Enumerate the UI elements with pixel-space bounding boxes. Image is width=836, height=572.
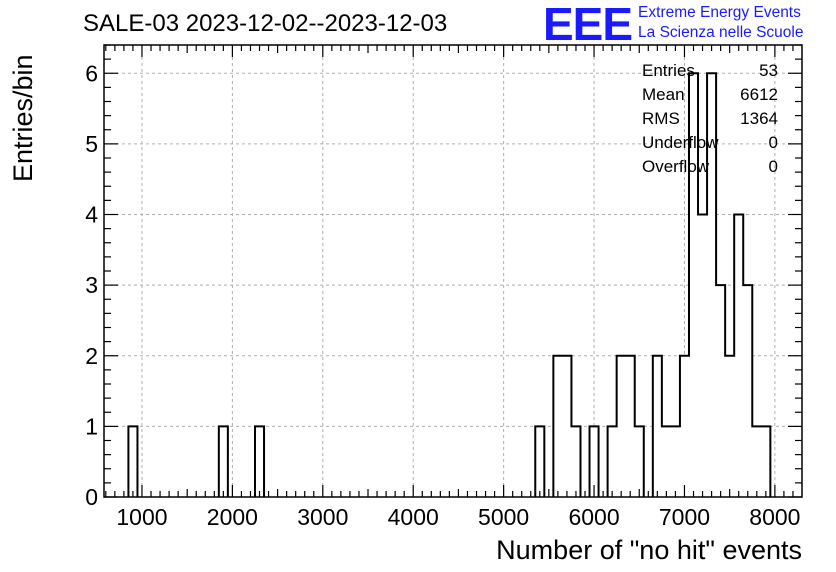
y-tick-label: 5 — [85, 131, 98, 157]
logo-line-2: La Scienza nelle Scuole — [638, 24, 804, 41]
chart-title: SALE-03 2023-12-02--2023-12-03 — [83, 10, 448, 37]
histogram-bar — [761, 426, 771, 497]
histogram-bar — [743, 285, 753, 497]
histogram-bar — [634, 426, 644, 497]
axis-ticks — [104, 44, 802, 498]
histogram-outline — [127, 72, 772, 497]
histogram-bars — [127, 72, 772, 497]
histogram-bar — [707, 73, 717, 497]
logo-line-1: Extreme Energy Events — [638, 4, 801, 21]
y-tick-label: 2 — [85, 343, 98, 369]
y-tick-label: 4 — [85, 202, 98, 228]
stats-label: Mean — [642, 85, 685, 104]
stats-label: Underflow — [642, 133, 719, 152]
stats-value: 6612 — [740, 85, 778, 104]
y-tick-label: 1 — [85, 413, 98, 439]
stats-label: Entries — [642, 61, 695, 80]
eee-logo: EEE Extreme Energy Events La Scienza nel… — [543, 0, 804, 50]
stats-label: Overflow — [642, 157, 710, 176]
x-tick-label: 4000 — [388, 504, 439, 530]
y-tick-label: 0 — [85, 484, 98, 510]
histogram-bar — [752, 426, 762, 497]
x-tick-label: 3000 — [297, 504, 348, 530]
histogram-bar — [670, 426, 680, 497]
histogram-bar — [688, 73, 699, 497]
histogram-bar — [625, 355, 635, 497]
stats-value: 53 — [759, 61, 778, 80]
x-tick-label: 1000 — [116, 504, 167, 530]
histogram-bar — [589, 426, 599, 497]
stats-row-underflow: Underflow 0 — [642, 131, 778, 155]
histogram-bar — [679, 355, 689, 497]
histogram-bar — [661, 426, 671, 497]
stats-row-entries: Entries 53 — [642, 59, 778, 83]
histogram-bar — [562, 355, 572, 497]
stats-value: 1364 — [740, 109, 778, 128]
y-axis-label: Entries/bin — [8, 54, 38, 182]
histogram-bar — [218, 426, 228, 497]
grid-lines — [104, 45, 802, 497]
histogram-bar — [616, 355, 626, 497]
x-axis-label: Number of "no hit" events — [496, 535, 802, 565]
x-tick-label: 5000 — [478, 504, 529, 530]
histogram-bar — [535, 426, 545, 497]
stats-value: 0 — [768, 157, 778, 176]
stats-row-rms: RMS 1364 — [642, 107, 778, 131]
y-tick-label: 6 — [85, 60, 98, 86]
eee-logo-mark: EEE — [543, 0, 633, 50]
histogram-bar — [698, 214, 708, 497]
histogram-bar — [571, 426, 581, 497]
stats-value: 0 — [768, 133, 778, 152]
histogram-bar — [254, 426, 265, 497]
stats-row-overflow: Overflow 0 — [642, 155, 778, 179]
histogram-bar — [716, 285, 726, 497]
histogram-bar — [607, 426, 617, 497]
histogram-bar — [652, 355, 662, 497]
histogram-bar — [553, 355, 563, 497]
histogram-bar — [725, 355, 735, 497]
eee-logo-text: Extreme Energy Events La Scienza nelle S… — [638, 3, 803, 43]
stats-box: Entries 53 Mean 6612 RMS 1364 Underflow … — [642, 59, 778, 179]
x-tick-label: 2000 — [207, 504, 258, 530]
stats-label: RMS — [642, 109, 680, 128]
stats-row-mean: Mean 6612 — [642, 83, 778, 107]
x-tick-label: 8000 — [749, 504, 800, 530]
x-tick-label: 6000 — [568, 504, 619, 530]
histogram-bar — [128, 426, 138, 497]
histogram-bar — [734, 214, 744, 497]
tick-labels: 1000 2000 3000 4000 5000 6000 7000 8000 0 1 2 3 4 5 6 — [85, 60, 800, 530]
x-tick-label: 7000 — [659, 504, 710, 530]
y-tick-label: 3 — [85, 272, 98, 298]
